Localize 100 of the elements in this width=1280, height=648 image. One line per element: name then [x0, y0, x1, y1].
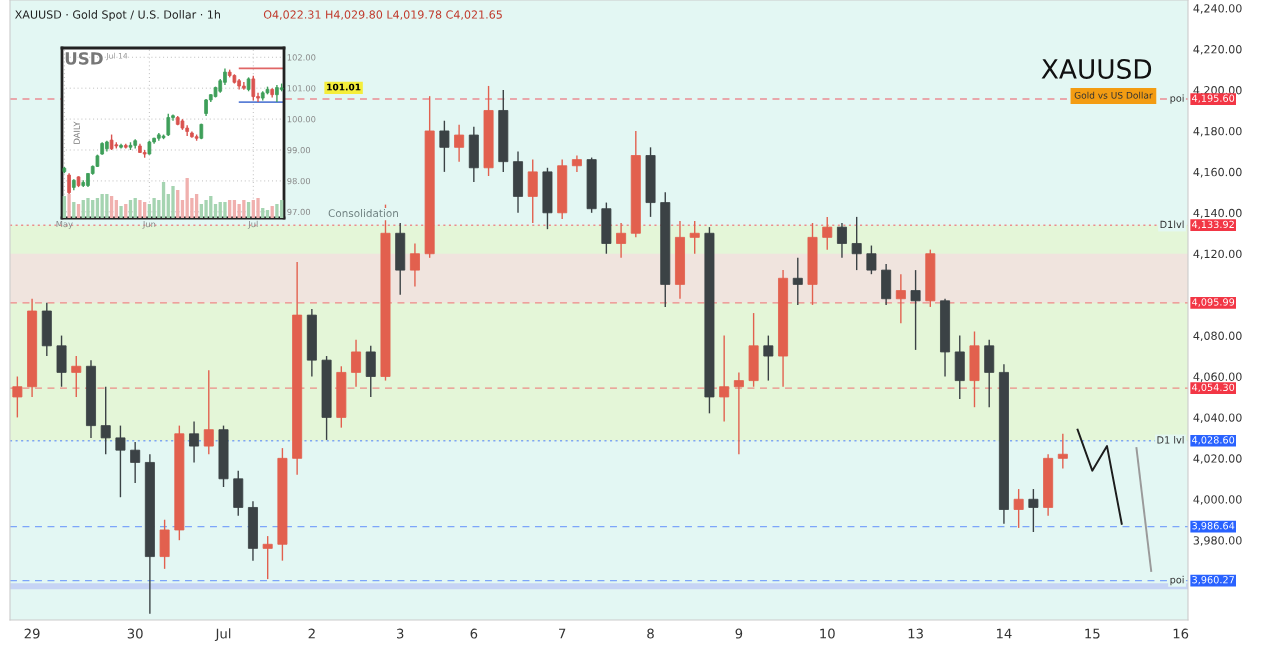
bar	[128, 200, 133, 218]
candlestick	[262, 535, 273, 580]
text: 3,960.27	[1192, 576, 1234, 585]
bar	[213, 204, 218, 218]
bar	[86, 198, 90, 218]
y-tick-label: 4,160.00	[1193, 167, 1242, 178]
bar	[223, 202, 227, 218]
bar	[246, 202, 251, 218]
bar	[194, 194, 199, 218]
bar	[232, 200, 237, 218]
bar	[279, 200, 284, 218]
annotation: Gold vs US Dollar	[1074, 91, 1153, 99]
candlestick	[12, 375, 23, 419]
y-tick-label: 3,980.00	[1193, 536, 1242, 546]
x-tick-label: 2	[308, 628, 315, 639]
text: 4,028.60	[1192, 436, 1235, 445]
y-tick-label: 4,180.00	[1193, 126, 1242, 137]
chart-title: USD	[65, 52, 103, 65]
x-tick-label: 16	[1173, 628, 1189, 639]
bar	[228, 200, 232, 218]
ref-line-label: D1lvl	[1160, 220, 1184, 228]
x-tick-label: 10	[820, 628, 835, 639]
band-label: Consolidation	[328, 209, 398, 218]
annotation: 101.01	[327, 83, 361, 91]
candlestick	[689, 220, 700, 255]
candlestick	[439, 120, 450, 173]
x-tick-label: 8	[647, 628, 654, 639]
text: O4,022.31 H4,029.80 L4,019.78 C4,021.65	[263, 10, 502, 20]
y-tick-label: 4,080.00	[1193, 331, 1242, 342]
x-tick-label: 9	[735, 628, 743, 639]
text: 4,054.30	[1192, 383, 1235, 392]
x-tick-label: 29	[24, 628, 40, 639]
y-tick-label: 4,140.00	[1193, 208, 1242, 219]
annotation: XAUUSD	[1041, 59, 1152, 79]
bar	[152, 198, 156, 218]
bar	[256, 198, 260, 218]
x-tick-label: Jul	[247, 220, 258, 229]
candlestick	[1013, 488, 1024, 529]
candlestick	[733, 371, 744, 455]
y-tick-label: 100.00	[287, 116, 316, 123]
bar	[119, 206, 123, 218]
y-tick-label: 97.00	[287, 208, 311, 216]
y-axis-title: DAILY	[73, 121, 80, 144]
y-tick-label: 4,020.00	[1193, 454, 1242, 464]
bar	[171, 186, 175, 218]
candlestick	[203, 369, 214, 455]
candlestick	[822, 216, 833, 251]
candlestick	[836, 222, 847, 259]
y-tick-label: 98.00	[287, 177, 311, 185]
candlestick	[851, 216, 862, 271]
x-tick-label: 7	[559, 628, 566, 639]
candlestick	[910, 269, 921, 351]
bar	[180, 200, 185, 218]
candlestick	[251, 75, 256, 102]
text: 4,195.60	[1192, 94, 1235, 103]
bar	[275, 204, 279, 218]
y-tick-label: 4,220.00	[1193, 45, 1242, 55]
y-tick-label: 99.00	[287, 146, 311, 154]
ref-line-label: poi	[1170, 575, 1184, 586]
bar	[114, 200, 118, 218]
y-tick-label: 102.00	[287, 54, 316, 61]
bar	[109, 196, 114, 218]
x-tick-label: May	[56, 221, 73, 229]
bar	[138, 200, 142, 218]
y-tick-label: 101.00	[287, 85, 316, 92]
candlestick	[616, 222, 627, 259]
bar	[204, 200, 208, 218]
bar	[176, 190, 180, 218]
y-tick-label: 4,000.00	[1193, 495, 1242, 505]
line-series	[1076, 428, 1123, 525]
candlestick	[792, 257, 803, 306]
bar	[161, 182, 166, 218]
candlestick	[454, 124, 465, 163]
bar	[95, 198, 100, 218]
x-tick-label: 30	[127, 628, 143, 639]
y-tick-label: 4,060.00	[1193, 372, 1242, 383]
text: XAUUSD · Gold Spot / U.S. Dollar · 1h	[15, 10, 220, 21]
bar	[67, 194, 71, 218]
candlestick	[130, 441, 141, 484]
candlestick	[71, 355, 82, 398]
candlestick	[351, 338, 362, 388]
candlestick	[189, 420, 200, 464]
x-tick-label: 6	[470, 628, 478, 639]
x-tick-label: 15	[1085, 628, 1100, 639]
y-tick-label: 4,120.00	[1193, 249, 1242, 260]
y-tick-label: 4,040.00	[1193, 413, 1242, 423]
bar	[76, 204, 81, 218]
text: 3,986.64	[1192, 522, 1235, 531]
ref-line-label: poi	[1170, 94, 1184, 104]
bar	[133, 198, 137, 218]
text: 4,133.92	[1192, 220, 1234, 230]
bar	[72, 202, 76, 218]
candlestick	[115, 424, 126, 498]
x-tick-label: Jul	[214, 628, 231, 641]
candlestick	[100, 386, 111, 455]
candlestick	[1057, 433, 1068, 470]
bar	[124, 204, 128, 218]
bar	[62, 196, 67, 218]
ref-line-label: D1 lvl	[1157, 436, 1184, 444]
candlestick	[409, 242, 420, 288]
